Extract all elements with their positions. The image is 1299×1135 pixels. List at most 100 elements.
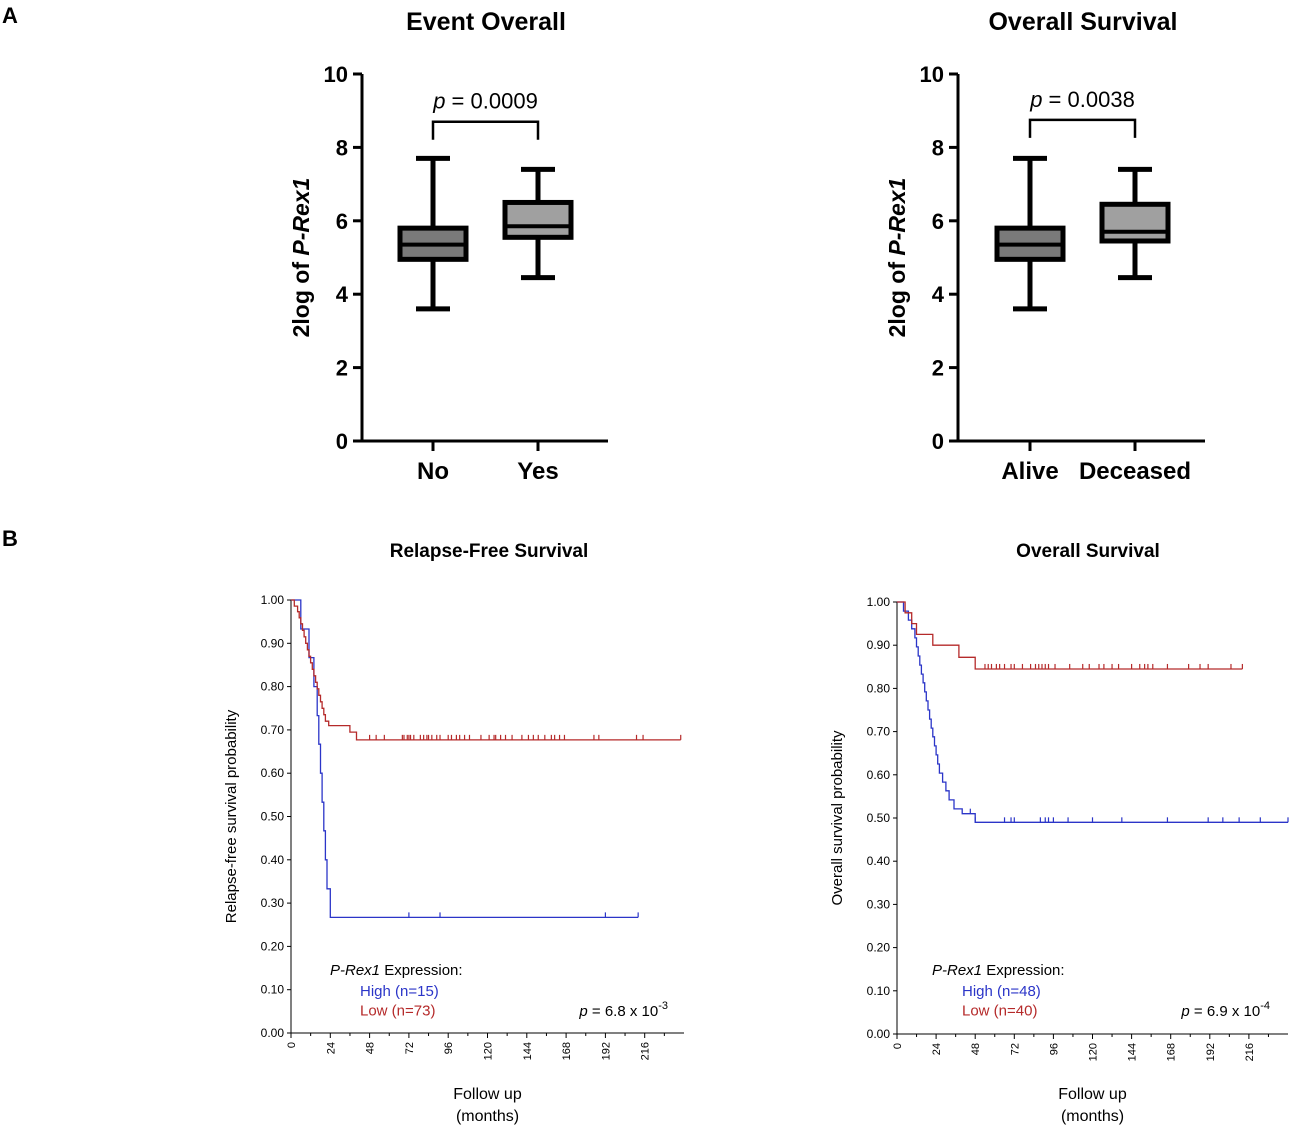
y-tick-label: 0.00	[261, 1026, 285, 1040]
p-value: = 0.0038	[1042, 87, 1134, 112]
y-tick-label: 0.10	[261, 983, 285, 997]
x-tick-label: 72	[1009, 1043, 1021, 1055]
x-tick-label: 48	[970, 1043, 982, 1055]
x-tick-label: 96	[1048, 1043, 1060, 1055]
x-tick-label: 216	[1244, 1043, 1256, 1061]
legend-title-rest: Expression:	[982, 962, 1065, 979]
x-tick-label: 168	[1166, 1043, 1178, 1061]
p-value: = 6.8 x 10	[588, 1003, 658, 1020]
p-symbol: p	[1180, 1003, 1189, 1020]
x-tick-label: 24	[325, 1042, 337, 1054]
y-tick-label: 0.70	[261, 723, 285, 737]
x-tick-label: 216	[640, 1042, 652, 1060]
series-high	[897, 601, 1289, 823]
p-value-exponent: -3	[658, 1000, 668, 1012]
x-tick-label: 0	[892, 1043, 904, 1049]
y-tick-label: 0	[932, 429, 944, 454]
box-iqr	[1099, 201, 1171, 244]
y-axis-label: Overall survival probability	[829, 730, 846, 906]
y-tick-label: 6	[932, 209, 944, 234]
y-tick-label: 4	[932, 282, 945, 307]
x-axis-label: Follow up	[453, 1086, 522, 1103]
y-tick-label: 0.80	[867, 681, 891, 695]
y-tick-label: 0.80	[261, 680, 285, 694]
x-axis-label-units: (months)	[1061, 1108, 1124, 1125]
legend-entry-high: High (n=48)	[962, 983, 1041, 1000]
y-tick-label: 0.40	[867, 854, 891, 868]
legend-entry-low: Low (n=73)	[360, 1003, 435, 1020]
series-low	[897, 601, 1243, 670]
y-tick-label: 0.20	[261, 939, 285, 953]
y-tick-label: 0.00	[867, 1027, 891, 1041]
x-tick-label: 144	[522, 1042, 534, 1060]
p-value-label: p = 0.0038	[1029, 87, 1135, 112]
chart-title: Overall Survival	[988, 8, 1177, 36]
y-tick-label: 8	[336, 135, 348, 160]
x-tick-label: 48	[365, 1042, 377, 1054]
p-value-label: p = 6.9 x 10-4	[1180, 1000, 1270, 1020]
p-value-label: p = 0.0009	[432, 89, 538, 114]
y-tick-label: 0.10	[867, 984, 891, 998]
box-alive	[994, 155, 1066, 312]
x-tick-label: Deceased	[1079, 458, 1191, 485]
x-tick-label: 120	[483, 1042, 495, 1060]
significance-bracket	[1028, 118, 1137, 138]
y-axis-label: 2log of P-Rex1	[884, 178, 910, 338]
survival-chart-1: Relapse-Free Survival 0.00 0.10 0.20 0.30 0.4…	[223, 541, 684, 1125]
panel-label-a: A	[2, 3, 18, 28]
x-tick-label: 144	[1127, 1043, 1139, 1061]
box-yes	[502, 166, 574, 281]
y-tick-label: 0.30	[261, 896, 285, 910]
y-tick-label: 0.40	[261, 853, 285, 867]
y-tick-label: 4	[336, 282, 349, 307]
box-no	[397, 155, 469, 312]
legend-title: P-Rex1 Expression:	[932, 962, 1065, 979]
x-tick-label: 120	[1088, 1043, 1100, 1061]
box-iqr	[502, 199, 574, 240]
y-axis-label-gene: P-Rex1	[884, 178, 910, 256]
y-tick-label: 0.60	[261, 766, 285, 780]
x-tick-label: 192	[1205, 1043, 1217, 1061]
y-tick-label: 0.30	[867, 897, 891, 911]
series-high	[291, 599, 639, 919]
y-tick-label: 10	[324, 62, 348, 87]
y-tick-label: 1.00	[867, 595, 891, 609]
y-axis-label: Relapse-free survival probability	[223, 709, 240, 923]
survival-curve	[897, 601, 1288, 823]
x-tick-label: Alive	[1001, 458, 1058, 485]
chart-title: Event Overall	[406, 8, 566, 36]
p-value: = 0.0009	[445, 89, 537, 114]
box-deceased	[1099, 166, 1171, 281]
legend-title-gene: P-Rex1	[932, 962, 982, 979]
legend-title-gene: P-Rex1	[330, 962, 380, 979]
p-value: = 6.9 x 10	[1190, 1003, 1260, 1020]
y-tick-label: 0.70	[867, 725, 891, 739]
y-axis-label-gene: P-Rex1	[288, 178, 314, 256]
x-tick-label: No	[417, 458, 449, 485]
y-tick-label: 0.20	[867, 941, 891, 955]
y-tick-label: 1.00	[261, 593, 285, 607]
x-axis-label: Follow up	[1058, 1086, 1127, 1103]
x-tick-label: 24	[931, 1043, 943, 1055]
survival-chart-2: Overall Survival 0.00 0.10 0.20 0.30 0.40 0.50…	[829, 541, 1289, 1125]
y-axis-label-prefix: 2log of	[884, 256, 910, 338]
y-tick-label: 0.50	[867, 811, 891, 825]
p-value-label: p = 6.8 x 10-3	[578, 1000, 668, 1020]
y-tick-label: 0	[336, 429, 348, 454]
y-tick-label: 2	[336, 356, 348, 381]
y-axis-label: 2log of P-Rex1	[288, 178, 314, 338]
y-tick-label: 0.90	[261, 636, 285, 650]
legend-title: P-Rex1 Expression:	[330, 962, 463, 979]
y-tick-label: 10	[920, 62, 944, 87]
significance-bracket	[431, 120, 540, 140]
x-tick-label: 168	[561, 1042, 573, 1060]
x-tick-label: 72	[404, 1042, 416, 1054]
p-value-exponent: -4	[1260, 1000, 1270, 1012]
boxplot-chart-1: Event Overall 2log of P-Rex1 0 2 4 6 8 10 No Yes p…	[288, 8, 608, 485]
series-low	[291, 599, 682, 741]
x-axis-label-units: (months)	[456, 1108, 519, 1125]
y-tick-label: 8	[932, 135, 944, 160]
x-tick-label: Yes	[517, 458, 558, 485]
x-tick-label: 192	[600, 1042, 612, 1060]
y-tick-label: 0.50	[261, 810, 285, 824]
